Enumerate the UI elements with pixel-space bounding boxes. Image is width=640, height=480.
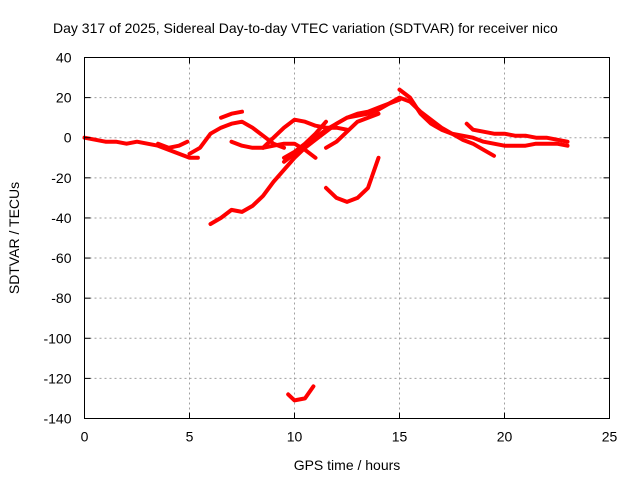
- x-tick-label: 10: [287, 429, 303, 445]
- grid-layer: [84, 57, 610, 419]
- y-tick-label: -140: [43, 411, 71, 427]
- y-tick-label: 0: [64, 130, 72, 146]
- x-tick-label: 25: [602, 429, 618, 445]
- y-tick-label: -40: [51, 210, 71, 226]
- series-arc-12: [397, 87, 570, 148]
- y-axis-label: SDTVAR / TECUs: [6, 182, 22, 294]
- y-tick-label: -20: [51, 170, 71, 186]
- chart-title: Day 317 of 2025, Sidereal Day-to-day VTE…: [53, 20, 558, 36]
- y-tick-label: -80: [51, 290, 71, 306]
- series-arc-10: [324, 111, 381, 150]
- axis-layer: 0 5 10 15 20 25 40 20 0 -20 -40 -60 -80 -100 -120 -140: [43, 50, 617, 445]
- y-tick-label: -120: [43, 370, 71, 386]
- x-tick-label: 20: [497, 429, 513, 445]
- x-tick-label: 15: [392, 429, 408, 445]
- series-arc-8: [282, 95, 496, 164]
- series-arc-1: [82, 135, 200, 160]
- plot-frame: [84, 57, 610, 419]
- x-tick-label: 5: [186, 429, 194, 445]
- y-tick-label: 40: [56, 50, 72, 66]
- series-arc-9: [282, 119, 328, 160]
- y-tick-label: 20: [56, 90, 72, 106]
- series-arc-13: [464, 121, 570, 144]
- series-arc-11: [324, 155, 381, 204]
- x-axis-label: GPS time / hours: [294, 457, 401, 473]
- series-arc-3: [187, 119, 286, 156]
- x-tick-label: 0: [81, 429, 89, 445]
- y-tick-label: -100: [43, 330, 71, 346]
- series-layer: [82, 87, 570, 403]
- y-tick-label: -60: [51, 250, 71, 266]
- series-arc-2: [156, 139, 190, 150]
- series-arc-4: [219, 109, 244, 120]
- series-arc-14: [286, 384, 316, 403]
